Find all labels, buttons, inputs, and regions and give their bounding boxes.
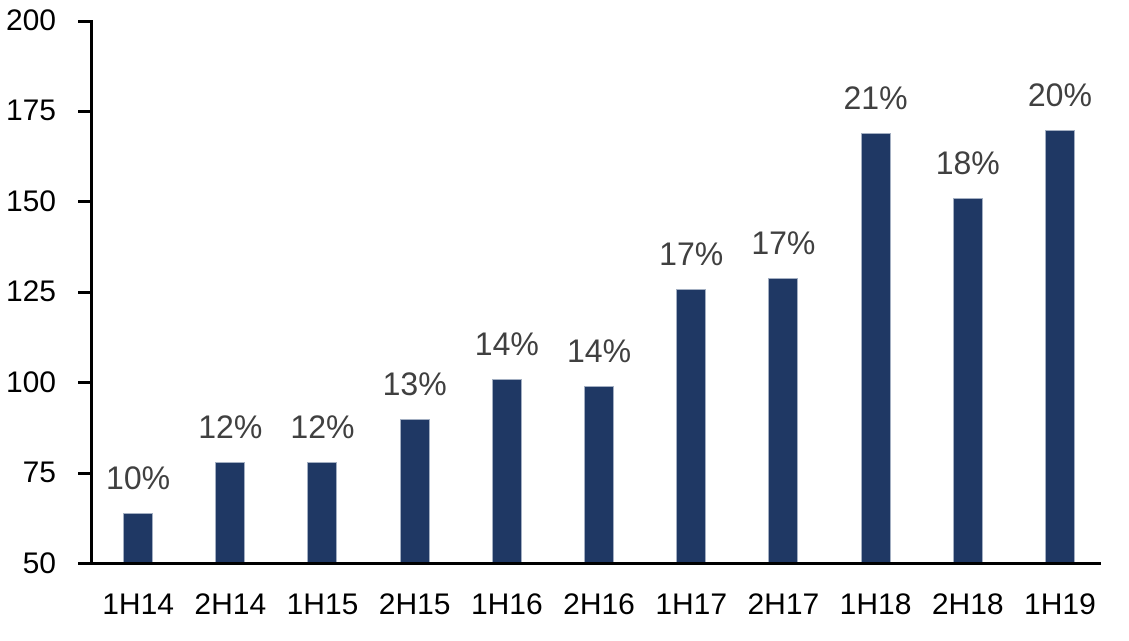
- y-tick-label: 100: [5, 365, 56, 399]
- y-tick-mark: [78, 19, 92, 23]
- bar: [768, 277, 799, 565]
- y-tick-mark: [78, 471, 92, 475]
- y-tick-label: 125: [5, 275, 56, 309]
- bar: [123, 512, 154, 565]
- bar: [676, 288, 707, 565]
- x-tick-label: 1H16: [470, 588, 543, 621]
- x-tick-label: 2H15: [378, 588, 451, 621]
- y-tick-label: 50: [22, 546, 56, 580]
- x-tick-label: 2H14: [194, 588, 267, 621]
- bar-value-label: 20%: [1027, 76, 1092, 113]
- bar: [399, 418, 430, 565]
- x-tick-label: 1H14: [102, 588, 174, 621]
- y-tick-mark: [78, 381, 92, 385]
- bar-value-label: 10%: [106, 459, 171, 496]
- bar: [584, 386, 614, 565]
- x-tick-label: 2H16: [563, 588, 635, 621]
- y-tick-label: 175: [5, 94, 56, 128]
- y-tick-label: 150: [5, 184, 56, 218]
- x-tick-label: 1H17: [655, 588, 728, 621]
- bar: [215, 462, 246, 565]
- x-tick-label: 1H15: [286, 588, 359, 621]
- x-axis-line: [78, 562, 1101, 565]
- bar-value-label: 17%: [751, 224, 816, 261]
- y-tick-label: 75: [22, 456, 56, 490]
- bar-value-label: 12%: [290, 409, 355, 446]
- bar-value-label: 12%: [198, 409, 263, 446]
- bar-value-label: 17%: [659, 235, 724, 272]
- y-tick-mark: [78, 109, 92, 113]
- x-tick-label: 1H19: [1024, 588, 1096, 621]
- x-tick-label: 2H17: [747, 588, 820, 621]
- bar-value-label: 14%: [474, 326, 539, 363]
- bar: [860, 133, 891, 565]
- bar: [307, 462, 338, 565]
- bar: [952, 198, 983, 565]
- bar-value-label: 21%: [843, 80, 908, 117]
- y-tick-mark: [78, 290, 92, 294]
- y-tick-mark: [78, 200, 92, 204]
- bar-value-label: 14%: [566, 333, 632, 370]
- bar-value-label: 18%: [935, 145, 1000, 182]
- bar: [1044, 129, 1075, 565]
- y-tick-label: 200: [5, 4, 56, 37]
- bar: [491, 379, 522, 565]
- x-tick-label: 1H18: [839, 588, 912, 621]
- bar-value-label: 13%: [382, 365, 447, 402]
- y-axis-line: [90, 20, 93, 565]
- x-tick-label: 2H18: [931, 588, 1004, 621]
